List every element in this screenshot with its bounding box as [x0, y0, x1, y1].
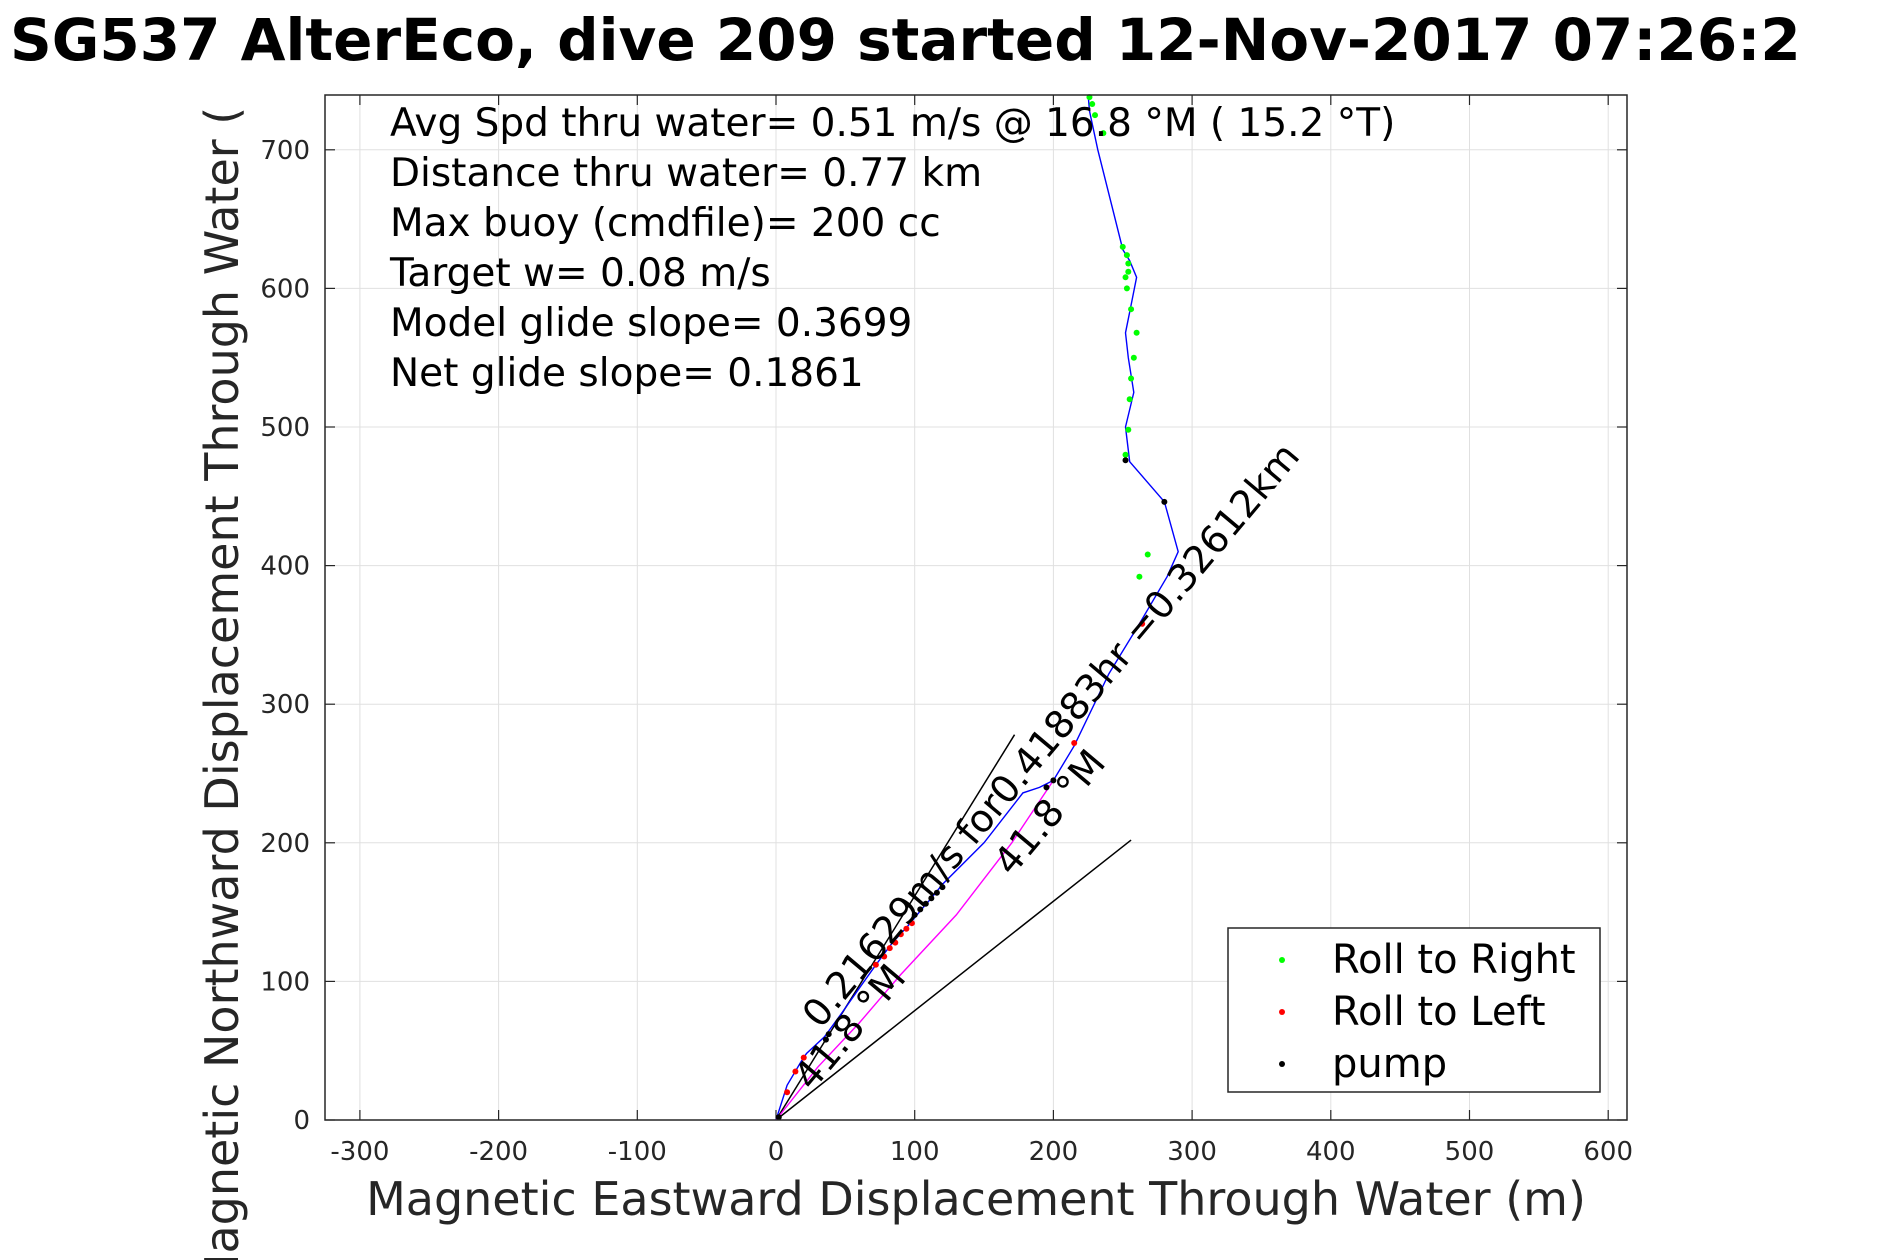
pump-point: [1122, 457, 1129, 464]
roll-to-left-point: [886, 945, 893, 952]
legend-entry-label: pump: [1332, 1041, 1447, 1087]
pump-point: [775, 1114, 782, 1121]
roll-to-right-point: [1133, 329, 1140, 336]
x-tick-label: 500: [1445, 1137, 1495, 1167]
roll-to-left-point: [800, 1054, 807, 1061]
roll-to-left-point: [872, 961, 879, 968]
x-tick-label: 600: [1583, 1137, 1633, 1167]
roll-to-right-point: [1123, 252, 1130, 259]
pump-point: [917, 906, 924, 913]
x-tick-label: 200: [1029, 1137, 1079, 1167]
legend-entry-label: Roll to Right: [1332, 937, 1576, 983]
x-tick-label: 100: [890, 1137, 940, 1167]
pump-point: [1043, 784, 1050, 791]
roll-to-right-point: [1130, 354, 1137, 361]
pump-point: [933, 889, 940, 896]
x-tick-label: 300: [1167, 1137, 1217, 1167]
chart-title: SG537 AlterEco, dive 209 started 12-Nov-…: [10, 6, 1801, 74]
pump-point: [928, 895, 935, 902]
pump-point: [1050, 777, 1057, 784]
y-tick-label: 300: [260, 690, 310, 720]
roll-to-right-point: [1136, 573, 1143, 580]
y-axis-label: Magnetic Northward Displacement Through …: [195, 107, 249, 1260]
stats-annotation-line: Model glide slope= 0.3699: [390, 301, 912, 346]
y-tick-label: 500: [260, 413, 310, 443]
roll-to-right-point: [1100, 130, 1107, 137]
legend-marker: [1279, 1009, 1285, 1015]
roll-to-left-point: [892, 939, 899, 946]
legend-box: [1227, 927, 1601, 1093]
heading-guide-line: [775, 839, 1132, 1121]
roll-to-left-point: [1071, 740, 1078, 747]
roll-to-right-point: [1122, 451, 1129, 458]
axis-ticks: -300 -200 -100 0 100 200 300 400 500 600 0 100 200 30…: [260, 95, 1633, 1167]
roll-to-right-point: [1122, 274, 1129, 281]
roll-to-left-point: [792, 1068, 799, 1075]
stats-annotation-line: Target w= 0.08 m/s: [389, 251, 771, 296]
x-tick-label: 400: [1306, 1137, 1356, 1167]
pump-point: [822, 1036, 829, 1043]
roll-to-left-point: [897, 931, 904, 938]
legend-entry-label: Roll to Left: [1332, 989, 1546, 1035]
roll-to-left-point: [881, 953, 888, 960]
roll-to-left-point: [1139, 620, 1146, 627]
roll-to-right-point: [1089, 101, 1096, 108]
roll-to-right-point: [1092, 112, 1099, 119]
roll-to-right-point: [1128, 375, 1135, 382]
roll-to-left-point: [903, 925, 910, 932]
roll-to-left-point: [908, 920, 915, 927]
track-line: [775, 94, 1179, 1121]
x-tick-label: -300: [330, 1137, 389, 1167]
x-tick-label: 0: [768, 1137, 785, 1167]
stats-annotation-line: Net glide slope= 0.1861: [390, 351, 864, 396]
roll-to-right-point: [1126, 396, 1133, 403]
legend: Roll to Right Roll to Left pump: [1227, 927, 1601, 1093]
heading-guide-line: [775, 734, 1016, 1121]
depth-track-line: [775, 780, 1054, 1121]
roll-to-left-point: [784, 1089, 791, 1096]
stats-annotation-line: Avg Spd thru water= 0.51 m/s @ 16.8 °M (…: [390, 101, 1395, 146]
roll-to-right-point: [1119, 243, 1126, 250]
pump-point: [911, 911, 918, 918]
y-tick-label: 400: [260, 552, 310, 582]
plot-marks: [775, 94, 1179, 1121]
y-tick-label: 200: [260, 829, 310, 859]
stats-annotation-line: Distance thru water= 0.77 km: [390, 151, 982, 196]
stats-annotation-line: Max buoy (cmdfile)= 200 cc: [390, 201, 941, 246]
roll-to-right-point: [1123, 285, 1130, 292]
x-tick-label: -200: [469, 1137, 528, 1167]
y-tick-label: 600: [260, 274, 310, 304]
y-tick-label: 100: [260, 967, 310, 997]
pump-point: [825, 1031, 832, 1038]
pump-point: [1161, 498, 1168, 505]
pump-point: [939, 884, 946, 891]
legend-marker: [1279, 1061, 1285, 1067]
roll-to-right-point: [1125, 268, 1132, 275]
stats-annotations: Avg Spd thru water= 0.51 m/s @ 16.8 °M (…: [389, 101, 1395, 396]
y-tick-label: 700: [260, 136, 310, 166]
roll-to-right-point: [1125, 260, 1132, 267]
pump-point: [922, 900, 929, 907]
plot-area-frame: [324, 94, 1628, 1121]
y-tick-label: 0: [293, 1106, 310, 1136]
legend-marker: [1279, 957, 1285, 963]
roll-to-right-point: [1128, 306, 1135, 313]
roll-to-right-point: [1144, 551, 1151, 558]
x-tick-label: -100: [608, 1137, 667, 1167]
x-axis-label: Magnetic Eastward Displacement Through W…: [366, 1172, 1586, 1226]
roll-to-right-point: [1125, 426, 1132, 433]
